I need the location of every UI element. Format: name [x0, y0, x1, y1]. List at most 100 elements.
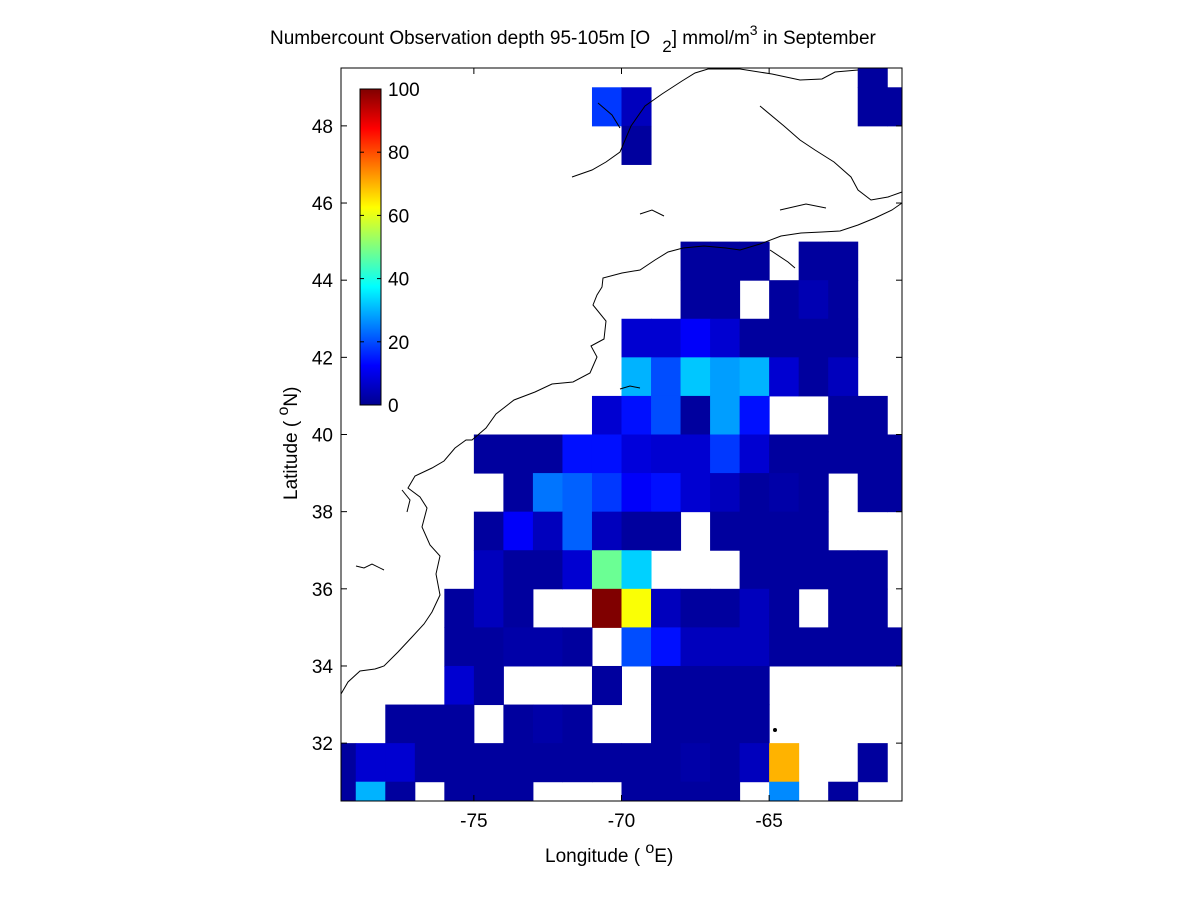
heatmap-cell	[680, 473, 711, 513]
heatmap-cell	[798, 280, 829, 320]
heatmap-cell	[828, 781, 859, 802]
heatmap-cell	[444, 704, 475, 744]
heatmap-cell	[828, 434, 859, 474]
heatmap-cell	[532, 550, 563, 590]
y-tick-label: 36	[312, 580, 333, 601]
heatmap-cell	[532, 627, 563, 667]
heatmap-cell	[532, 434, 563, 474]
colorbar-tick-label: 60	[388, 206, 409, 227]
heatmap-cell	[798, 241, 829, 281]
heatmap-cell	[621, 357, 652, 397]
heatmap-cell	[798, 511, 829, 551]
colorbar-ticks	[360, 88, 381, 406]
heatmap-cell	[414, 743, 445, 783]
x-tick-label: -75	[460, 811, 487, 832]
y-tick-label: 48	[312, 117, 333, 138]
x-tick-label: -65	[755, 811, 782, 832]
heatmap-cell	[562, 704, 593, 744]
heatmap-cell	[828, 280, 859, 320]
heatmap-cell	[621, 781, 652, 802]
colorbar-tick-label: 80	[388, 143, 409, 164]
heatmap-cell	[444, 781, 475, 802]
heatmap-cell	[473, 434, 504, 474]
heatmap-cell	[798, 318, 829, 358]
heatmap-cell	[857, 743, 888, 783]
heatmap-cell	[857, 87, 888, 127]
colorbar	[359, 88, 382, 406]
heatmap-cell	[562, 473, 593, 513]
heatmap-cell	[680, 588, 711, 628]
heatmap-cell	[562, 743, 593, 783]
heatmap-cell	[355, 781, 386, 802]
colorbar-tick-label: 0	[388, 396, 399, 417]
heatmap-cell	[444, 665, 475, 706]
heatmap-cell	[503, 781, 534, 802]
heatmap-cell	[532, 743, 563, 783]
heatmap-cell	[798, 550, 829, 590]
heatmap-cell	[621, 743, 652, 783]
heatmap-cell	[769, 280, 800, 320]
heatmap-cells	[341, 68, 903, 802]
colorbar-tick-label: 40	[388, 270, 409, 291]
heatmap-cell	[710, 743, 741, 783]
heatmap-cell	[680, 665, 711, 706]
heatmap-cell	[503, 588, 534, 628]
heatmap-cell	[828, 395, 859, 435]
heatmap-cell	[621, 473, 652, 513]
heatmap-cell	[621, 588, 652, 628]
heatmap-cell	[591, 511, 622, 551]
heatmap-cell	[385, 743, 416, 783]
heatmap-cell	[621, 87, 652, 127]
heatmap-cell	[651, 588, 682, 628]
y-tick-label: 32	[312, 734, 333, 755]
heatmap-cell	[798, 473, 829, 513]
heatmap-cell	[503, 511, 534, 551]
heatmap-cell	[651, 318, 682, 358]
heatmap-cell	[798, 434, 829, 474]
heatmap-cell	[680, 318, 711, 358]
heatmap-cell	[680, 627, 711, 667]
heatmap-cell	[651, 704, 682, 744]
y-tick-label: 40	[312, 426, 333, 447]
heatmap-cell	[473, 511, 504, 551]
heatmap-cell	[532, 704, 563, 744]
heatmap-cell	[828, 550, 859, 590]
heatmap-cell	[739, 357, 770, 397]
heatmap-cell	[710, 395, 741, 435]
heatmap-cell	[651, 357, 682, 397]
heatmap-cell	[532, 473, 563, 513]
heatmap-cell	[503, 704, 534, 744]
heatmap-cell	[621, 511, 652, 551]
heatmap-cell	[887, 434, 903, 474]
heatmap-cell	[503, 627, 534, 667]
heatmap-cell	[680, 280, 711, 320]
heatmap-cell	[473, 627, 504, 667]
heatmap-cell	[887, 627, 903, 667]
heatmap-cell	[621, 318, 652, 358]
heatmap-cell	[473, 588, 504, 628]
heatmap-cell	[651, 511, 682, 551]
heatmap-cell	[739, 434, 770, 474]
heatmap-cell	[651, 665, 682, 706]
heatmap-cell	[769, 511, 800, 551]
heatmap-cell	[473, 781, 504, 802]
heatmap-cell	[739, 241, 770, 281]
heatmap-cell	[739, 704, 770, 744]
y-tick-label: 44	[312, 271, 334, 292]
heatmap-cell	[444, 588, 475, 628]
heatmap-cell	[739, 395, 770, 435]
heatmap-cell	[562, 511, 593, 551]
heatmap-cell	[769, 473, 800, 513]
heatmap-cell	[385, 781, 416, 802]
heatmap-cell	[591, 588, 622, 628]
heatmap-cell	[857, 473, 888, 513]
heatmap-cell	[651, 434, 682, 474]
heatmap-cell	[710, 434, 741, 474]
y-tick-label: 34	[312, 657, 334, 678]
heatmap-cell	[857, 395, 888, 435]
x-tick-label: -70	[608, 811, 635, 832]
heatmap-cell	[710, 665, 741, 706]
heatmap-cell	[444, 627, 475, 667]
heatmap-cell	[341, 743, 357, 783]
heatmap-cell	[503, 434, 534, 474]
